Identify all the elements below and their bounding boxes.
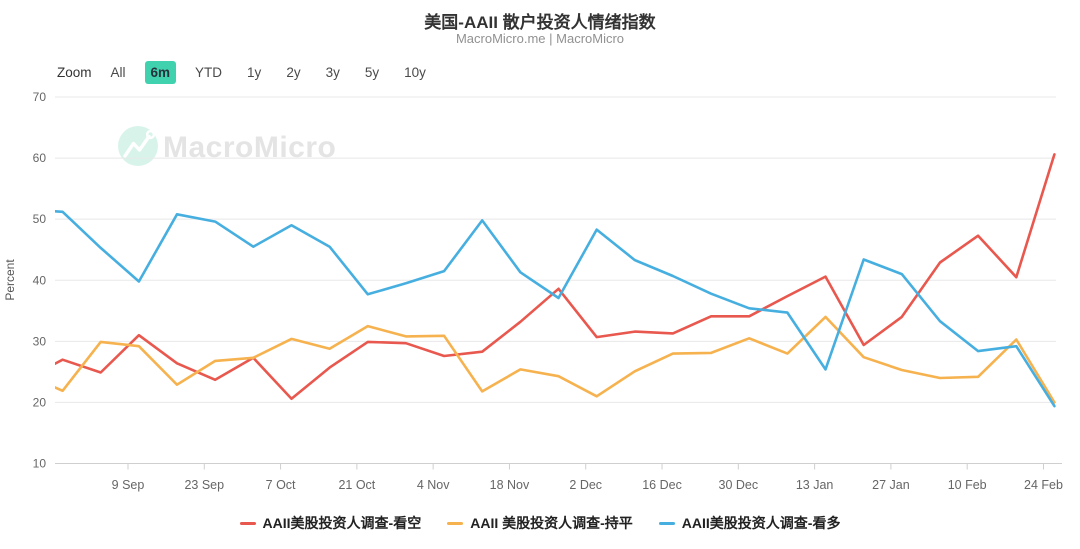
legend-line-marker-icon [447, 521, 464, 525]
y-axis-labels: 10 20 30 40 50 60 70 [33, 90, 47, 471]
toolbar-buttons: All 6m YTD 1y 2y 3y 5y 10y [105, 61, 432, 84]
range-button-5y[interactable]: 5y [364, 65, 380, 80]
x-tick-label: 23 Sep [184, 478, 224, 492]
x-tick-label: 27 Jan [872, 478, 910, 492]
legend-label: AAII美股投资人调查-看空 [262, 515, 422, 531]
watermark-text: MacroMicro [163, 131, 336, 164]
x-tick-label: 24 Feb [1024, 478, 1063, 492]
legend-label: AAII 美股投资人调查-持平 [470, 515, 633, 531]
series-line-2 [55, 315, 1056, 404]
gridlines [55, 96, 1056, 403]
legend-line-marker-icon [658, 521, 675, 525]
range-button-6m[interactable]: 6m [144, 61, 177, 84]
range-button-ytd[interactable]: YTD [195, 65, 223, 80]
x-tick-label: 16 Dec [642, 478, 682, 492]
y-tick-label: 40 [33, 273, 47, 287]
y-tick-label: 70 [33, 90, 47, 104]
y-axis-title: Percent [3, 259, 17, 301]
x-tick-label: 21 Oct [338, 478, 375, 492]
range-button-2y[interactable]: 2y [286, 65, 301, 80]
legend: AAII美股投资人调查-看空 AAII 美股投资人调查-持平 AAII美股投资人调查… [0, 513, 1080, 533]
x-tick-label: 13 Jan [796, 478, 834, 492]
series-line-1 [55, 153, 1056, 401]
x-tick-label: 30 Dec [719, 478, 759, 492]
range-button-10y[interactable]: 10y [404, 65, 426, 80]
x-tick-label: 18 Nov [490, 478, 530, 492]
x-tick-label: 10 Feb [948, 478, 987, 492]
y-tick-label: 20 [33, 395, 47, 409]
mountain-icon [123, 134, 151, 158]
legend-item-2[interactable]: AAII 美股投资人调查-持平 [447, 513, 633, 533]
macromicro-watermark: MacroMicro [118, 126, 336, 166]
range-toolbar: Zoom All 6m YTD 1y 2y 3y 5y 10y [57, 61, 432, 84]
series-lines [55, 153, 1056, 408]
chart-subtitle: MacroMicro.me | MacroMicro [455, 31, 625, 46]
zoom-label: Zoom [57, 65, 92, 80]
range-button-3y[interactable]: 3y [325, 65, 340, 80]
x-tick-label: 7 Oct [266, 478, 296, 492]
series-line-3 [55, 210, 1056, 408]
y-tick-label: 10 [33, 457, 47, 471]
x-tick-label: 2 Dec [569, 478, 602, 492]
legend-item-3[interactable]: AAII美股投资人调查-看多 [658, 513, 841, 533]
chart-title: 美国-AAII 散户投资人情绪指数 [424, 13, 656, 32]
x-tick-label: 4 Nov [417, 478, 450, 492]
x-axis: 9 Sep 23 Sep 7 Oct 21 Oct 4 Nov 18 Nov 2 Dec 16… [55, 463, 1063, 492]
y-tick-label: 60 [33, 151, 47, 165]
range-button-all[interactable]: All [110, 65, 126, 80]
legend-label: AAII美股投资人调查-看多 [681, 515, 841, 531]
range-button-1y[interactable]: 1y [247, 65, 262, 80]
legend-line-marker-icon [239, 521, 256, 525]
y-tick-label: 50 [33, 212, 47, 226]
legend-item-1[interactable]: AAII美股投资人调查-看空 [239, 513, 422, 533]
x-tick-label: 9 Sep [112, 478, 145, 492]
y-tick-label: 30 [33, 334, 47, 348]
